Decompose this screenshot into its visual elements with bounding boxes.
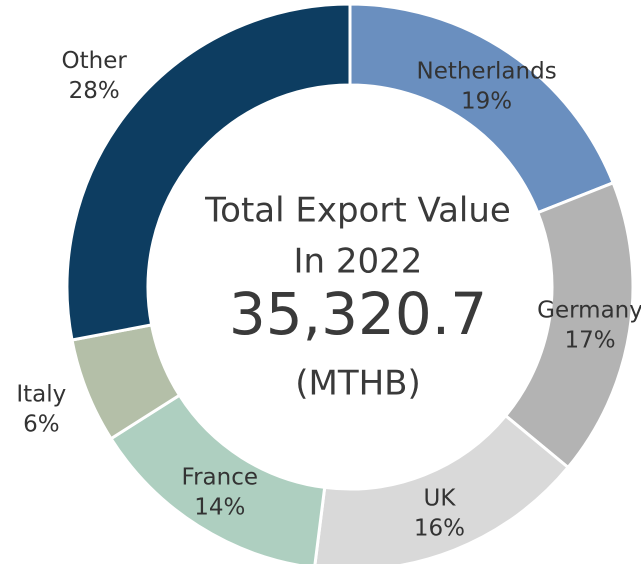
slice-value-label: 19% xyxy=(461,89,512,115)
slice-value-label: 17% xyxy=(564,328,615,354)
slice-value-label: 14% xyxy=(194,495,245,521)
center-text: In 2022 xyxy=(294,242,423,282)
slice-category: Netherlands xyxy=(416,59,556,85)
slice-value-label: 6% xyxy=(23,412,60,438)
donut xyxy=(65,2,635,564)
slice-category: Italy xyxy=(16,382,66,408)
slice xyxy=(503,180,635,470)
center-text: Total Export Value xyxy=(204,191,511,231)
slice xyxy=(313,413,571,564)
slice-category: France xyxy=(182,465,258,491)
slice-category: Germany xyxy=(537,298,641,324)
slice xyxy=(65,2,352,342)
slice-value-label: 28% xyxy=(69,78,120,104)
center-value: 35,320.7 xyxy=(229,280,487,348)
center-unit: (MTHB) xyxy=(295,364,421,404)
slice-labels: Netherlands 19% Germany 17% UK 16% France 14% It… xyxy=(16,48,641,542)
slice-category: Other xyxy=(62,48,128,74)
slice-value-label: 16% xyxy=(414,515,465,541)
slice-category: UK xyxy=(423,485,456,511)
